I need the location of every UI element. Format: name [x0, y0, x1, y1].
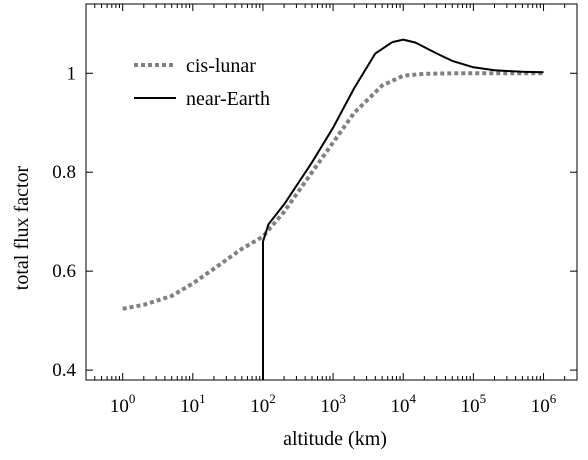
legend: cis-lunar near-Earth [134, 55, 270, 110]
x-tick-base: 10 [531, 396, 550, 417]
x-tick-label: 102 [250, 391, 276, 417]
series-layer [122, 38, 544, 380]
legend-label-near-earth: near-Earth [186, 88, 270, 110]
x-tick-label: 103 [320, 391, 346, 417]
x-tick-label: 100 [110, 391, 136, 417]
ticks [85, 4, 578, 380]
x-tick-base: 10 [250, 396, 269, 417]
x-tick-label: 106 [531, 391, 557, 417]
y-axis-label: total flux factor [11, 165, 33, 290]
y-tick-label: 0.8 [52, 162, 76, 183]
x-tick-base: 10 [110, 396, 129, 417]
x-tick-label: 104 [390, 391, 416, 417]
x-tick-exponent: 6 [550, 391, 557, 406]
legend-label-cis-lunar: cis-lunar [186, 55, 256, 77]
x-tick-exponent: 5 [480, 391, 487, 406]
y-tick-label: 1 [67, 63, 77, 84]
x-axis-label: altitude (km) [283, 428, 387, 450]
x-tick-base: 10 [461, 396, 480, 417]
x-tick-base: 10 [390, 396, 409, 417]
x-tick-label: 101 [180, 391, 206, 417]
x-tick-base: 10 [320, 396, 339, 417]
y-tick-label: 0.6 [52, 261, 76, 282]
x-tick-exponent: 4 [409, 391, 416, 406]
x-tick-exponent: 2 [269, 391, 276, 406]
series-line-cis-lunar [122, 71, 544, 311]
x-tick-label: 105 [461, 391, 487, 417]
y-tick-label: 0.4 [52, 360, 76, 381]
x-tick-exponent: 3 [339, 391, 346, 406]
x-tick-exponent: 1 [199, 391, 206, 406]
plot-border [85, 3, 578, 381]
x-tick-exponent: 0 [129, 391, 136, 406]
plot-frame [85, 3, 578, 381]
x-tick-base: 10 [180, 396, 199, 417]
series-line-near-earth [262, 38, 544, 380]
